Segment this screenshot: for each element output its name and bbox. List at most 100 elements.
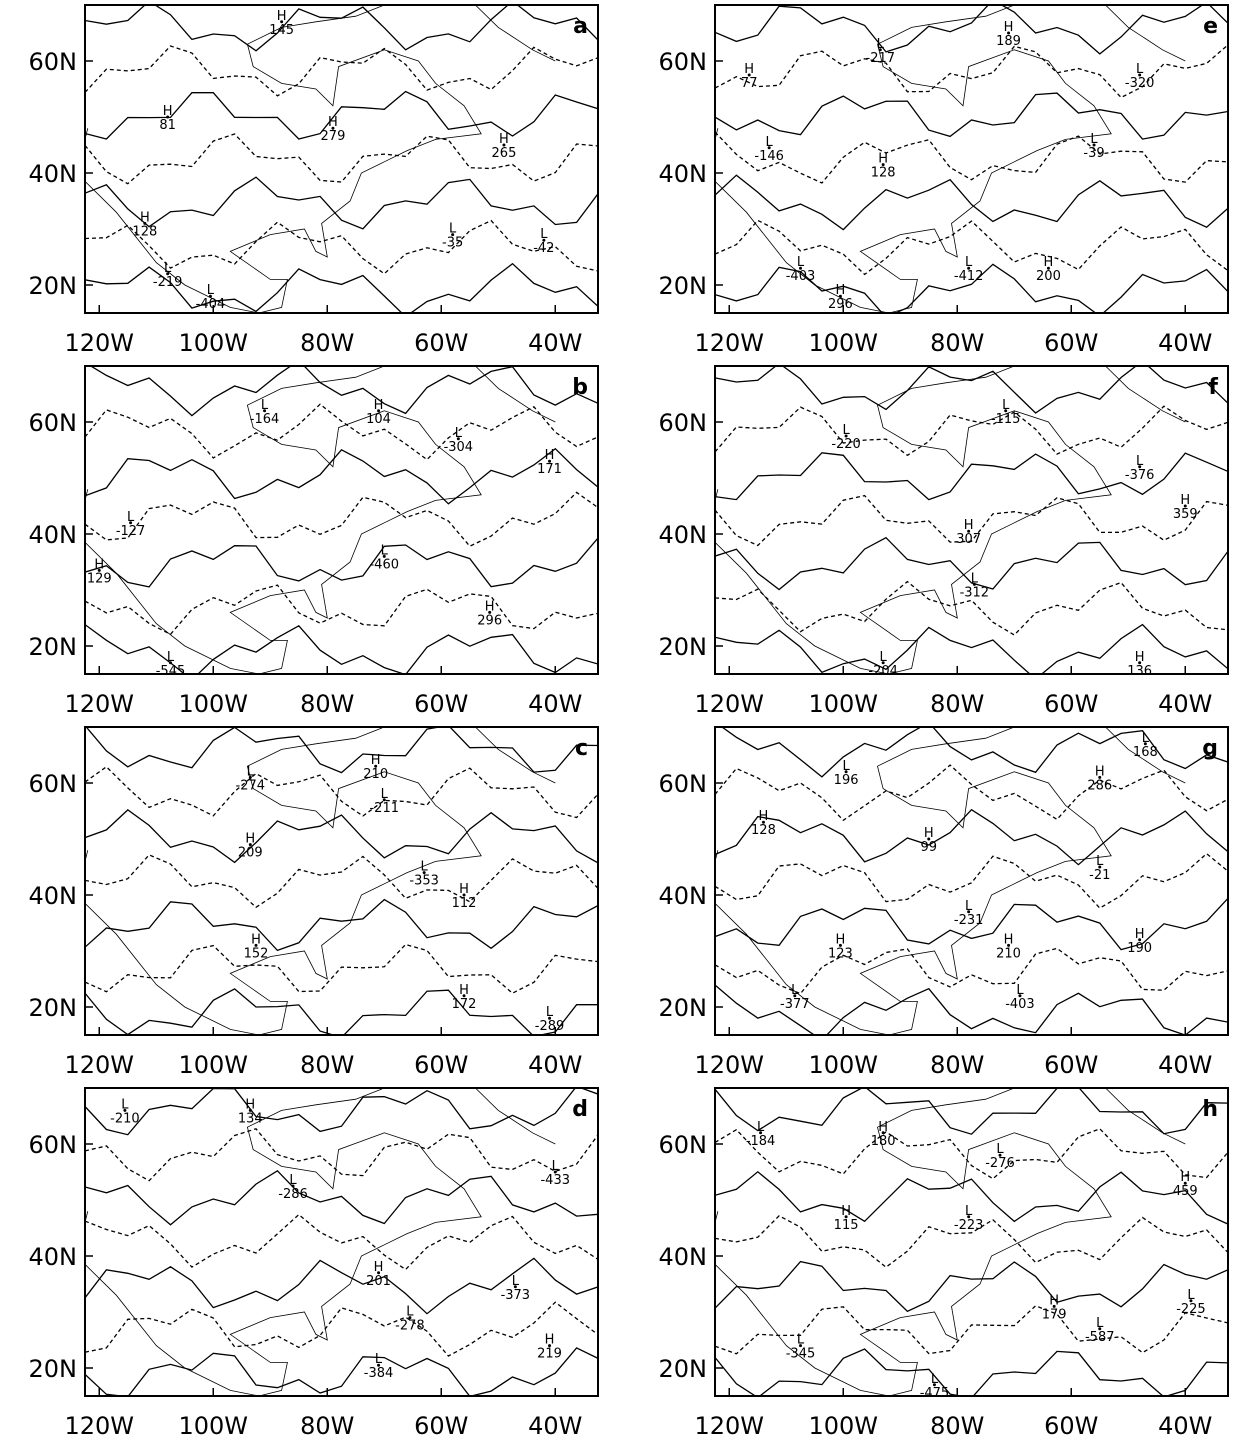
extremum-type: H [744,62,754,77]
extremum-type: H [924,826,934,841]
extremum-value: -403 [1005,997,1035,1012]
panel-letter: d [572,1097,588,1122]
y-tick-label: 60N [659,409,708,437]
extremum-type: L [877,37,885,52]
extremum-value: 171 [537,462,562,477]
extremum-value: 210 [363,767,388,782]
extremum-value: 196 [834,773,859,788]
contour-line [715,1262,1228,1312]
y-tick-label: 20N [29,994,78,1022]
map-panel: h60N40N20N120W100W80W60W40WL-184H180L-27… [659,1087,1229,1437]
x-tick-label: 60W [414,329,468,357]
map-panel: g60N40N20N120W100W80W60W40WL196L168H286H… [659,722,1229,1079]
x-tick-label: 100W [808,690,878,718]
extremum-value: 190 [1127,941,1152,956]
extremum-type: H [836,932,846,947]
extremum-type: L [406,1305,414,1320]
extremum-value: -274 [236,778,266,793]
extremum-value: -223 [954,1218,984,1233]
y-tick-label: 40N [659,160,708,188]
y-tick-label: 40N [659,1243,708,1271]
y-tick-label: 20N [29,1355,78,1383]
extremum-value: -353 [409,874,439,889]
y-tick-label: 20N [29,633,78,661]
extremum-value: -35 [442,236,463,251]
extremum-value: -587 [1085,1330,1115,1345]
contour-line [85,1171,598,1225]
contour-line [85,264,598,317]
x-tick-label: 80W [930,1051,984,1079]
extremum-value: 296 [828,297,853,312]
x-tick-label: 40W [1158,329,1212,357]
extremum-type: H [277,9,287,24]
contour-line [715,132,1228,183]
y-tick-label: 40N [29,882,78,910]
extremum-value: -42 [533,241,554,256]
contour-line [85,360,598,415]
x-tick-label: 80W [300,1412,354,1437]
y-tick-label: 40N [29,1243,78,1271]
extremum-type: H [374,398,384,413]
x-tick-label: 100W [178,690,248,718]
x-tick-label: 120W [694,690,764,718]
extremum-type: L [880,650,888,665]
panel-letter: a [573,14,588,39]
extremum-value: -184 [746,1134,776,1149]
x-tick-label: 100W [178,1051,248,1079]
panel-content [707,722,1229,1040]
extremum-value: -320 [1125,76,1155,91]
extremum-type: L [167,650,175,665]
contour-line [85,492,598,546]
y-tick-label: 60N [659,48,708,76]
panel-letter: f [1208,375,1218,400]
y-tick-label: 60N [659,1131,708,1159]
y-tick-label: 40N [659,882,708,910]
extremum-type: L [1096,1316,1104,1331]
contour-line [85,585,598,634]
contour-line [85,810,598,863]
extremum-value: -545 [156,664,186,679]
map-panel: e60N40N20N120W100W80W60W40WL-217H189L-32… [659,0,1229,357]
map-panel: b60N40N20N120W100W80W60W40WL-164H104L-30… [29,360,599,718]
x-tick-label: 40W [1158,1051,1212,1079]
extremum-type: L [455,426,463,441]
x-tick-label: 120W [694,1051,764,1079]
contour-line [715,361,1228,413]
coastline [1106,1088,1186,1144]
extremum-type: L [421,860,429,875]
coastline [77,1088,482,1396]
extremum-value: -345 [786,1347,816,1362]
extremum-value: -219 [153,275,183,290]
x-tick-label: 80W [300,690,354,718]
panel-letter: e [1203,14,1218,39]
extremum-value: 286 [1087,778,1112,793]
extremum-value: 145 [269,23,294,38]
x-tick-label: 120W [694,329,764,357]
extremum-value: -373 [501,1288,531,1303]
extremum-value: 128 [871,166,896,181]
extremum-type: L [449,222,457,237]
contour-line [85,945,598,994]
contour-line [85,538,598,587]
map-panel: f60N40N20N120W100W80W60W40WL-115L-220L-3… [659,361,1229,718]
y-tick-label: 20N [659,633,708,661]
extremum-type: L [965,899,973,914]
extremum-value: 168 [1133,745,1158,760]
extremum-type: H [163,104,173,119]
extremum-type: H [878,1120,888,1135]
y-tick-label: 20N [659,994,708,1022]
extremum-value: -312 [960,585,990,600]
panel-letter: h [1202,1097,1218,1122]
figure: a60N40N20N120W100W80W60W40WH81H145H279H2… [0,0,1236,1437]
coastline [1106,366,1186,422]
extremum-type: H [964,518,974,533]
extremum-value: 265 [492,146,517,161]
panel-content [77,725,599,1037]
contour-line [85,1258,598,1313]
x-tick-label: 120W [64,1051,134,1079]
extremum-type: L [207,283,215,298]
extremum-type: L [164,261,172,276]
extremum-type: H [545,1333,555,1348]
extremum-type: L [791,983,799,998]
extremum-type: H [1049,1293,1059,1308]
